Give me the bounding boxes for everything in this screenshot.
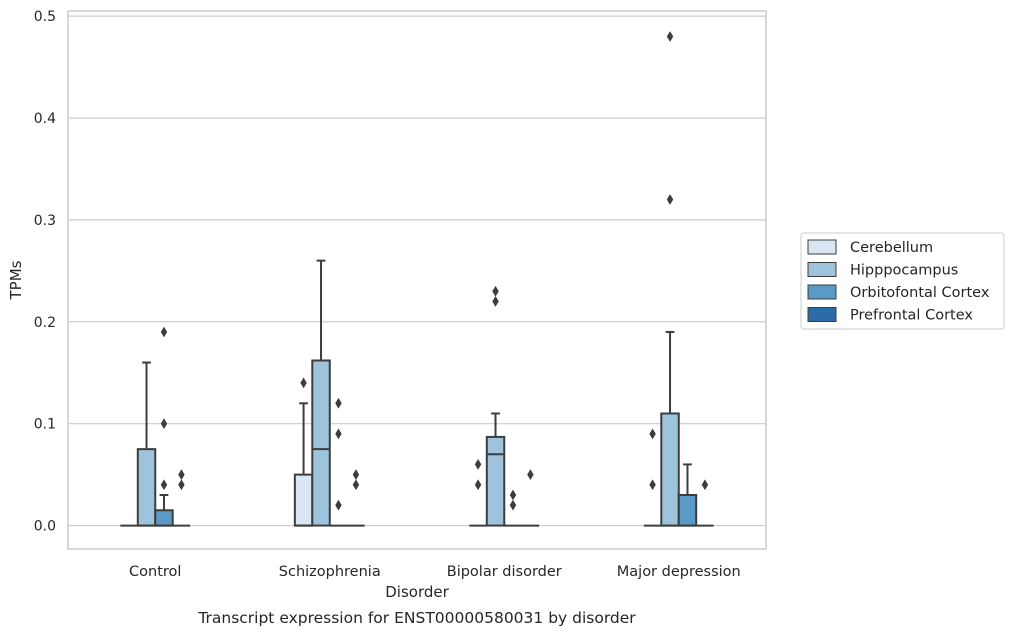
- outlier-point: [300, 377, 307, 389]
- legend-label: Hipppocampus: [850, 263, 958, 279]
- legend-swatch: [807, 307, 837, 322]
- box-body: [154, 509, 174, 527]
- outlier-point: [474, 459, 482, 470]
- x-tick-label: Control: [129, 564, 181, 580]
- outlier-point: [160, 479, 168, 491]
- legend-frame: [800, 232, 1005, 330]
- plot-area: [68, 11, 766, 549]
- x-tick-label: Major depression: [617, 564, 741, 580]
- x-tick-label: Bipolar disorder: [447, 564, 562, 580]
- outlier-point: [178, 479, 185, 491]
- legend-swatch: [807, 284, 837, 300]
- box-orbitofontal-cortex: [504, 489, 522, 527]
- outlier-point: [335, 397, 342, 409]
- box-orbitofontal-cortex: [329, 397, 348, 527]
- outlier-point: [178, 469, 185, 480]
- outlier-point: [509, 499, 517, 511]
- box-body: [293, 473, 314, 527]
- y-tick-label: 0.1: [34, 417, 56, 433]
- plot-frame: [67, 10, 767, 550]
- legend-swatch: [807, 262, 837, 277]
- y-tick-label: 0.4: [34, 111, 56, 127]
- box-hipppocampus: [136, 361, 157, 527]
- outlier-point: [474, 479, 482, 491]
- outlier-point: [666, 194, 674, 205]
- box-hipppocampus: [311, 259, 331, 527]
- x-tick-label: Schizophrenia: [279, 564, 381, 580]
- y-tick-label: 0.3: [34, 213, 56, 229]
- box-prefrontal-cortex: [521, 469, 540, 527]
- outlier-point: [649, 479, 656, 491]
- box-prefrontal-cortex: [172, 469, 191, 527]
- box-body: [660, 412, 680, 527]
- y-axis-ticks: 0.0 0.1 0.2 0.3 0.4 0.5: [34, 9, 56, 534]
- outlier-point: [509, 489, 517, 501]
- box-prefrontal-cortex: [347, 469, 365, 527]
- box-orbitofontal-cortex: [154, 326, 174, 527]
- outlier-point: [649, 428, 656, 440]
- y-tick-label: 0.5: [34, 9, 56, 25]
- outlier-point: [352, 469, 360, 480]
- x-axis-label: Disorder: [385, 583, 449, 601]
- outlier-point: [352, 479, 360, 491]
- box-layer: [120, 31, 714, 527]
- x-axis-ticks: Control Schizophrenia Bipolar disorder Majo…: [129, 564, 741, 580]
- outlier-point: [335, 499, 342, 511]
- legend-label: Orbitofontal Cortex: [850, 285, 990, 301]
- outlier-point: [335, 428, 342, 440]
- chart-caption: Transcript expression for ENST0000058003…: [197, 609, 636, 627]
- outlier-point: [492, 285, 499, 297]
- box-cerebellum: [643, 428, 662, 527]
- box-cerebellum: [469, 459, 487, 527]
- legend-label: Cerebellum: [850, 240, 933, 256]
- box-body: [677, 493, 698, 527]
- outlier-point: [527, 469, 534, 480]
- y-axis-label: TPMs: [7, 260, 25, 300]
- box-body: [311, 359, 331, 527]
- y-tick-label: 0.2: [34, 315, 56, 331]
- outlier-point: [666, 31, 674, 42]
- box-body: [485, 435, 506, 527]
- outlier-point: [160, 418, 168, 430]
- box-hipppocampus: [485, 285, 506, 527]
- legend: Cerebellum Hipppocampus Orbitofontal Corte…: [800, 232, 1005, 330]
- outlier-point: [492, 296, 499, 307]
- outlier-point: [701, 479, 709, 491]
- box-prefrontal-cortex: [696, 479, 714, 527]
- box-hipppocampus: [660, 31, 680, 527]
- box-orbitofontal-cortex: [677, 463, 698, 527]
- y-tick-label: 0.0: [34, 519, 56, 535]
- box-body: [136, 448, 157, 527]
- legend-label: Prefrontal Cortex: [850, 308, 973, 324]
- outlier-point: [160, 326, 168, 338]
- legend-swatch: [807, 239, 837, 255]
